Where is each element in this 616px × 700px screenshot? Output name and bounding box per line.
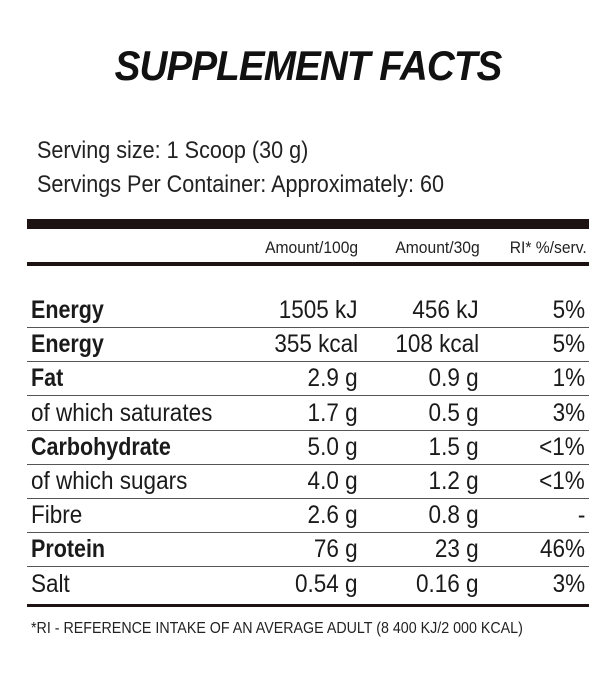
amount-per-30g: 0.16 g [416, 569, 479, 598]
table-row: of which sugars 4.0 g 1.2 g <1% [27, 465, 589, 499]
ri-percent: <1% [539, 467, 585, 495]
ri-percent: 5% [552, 296, 585, 324]
amount-per-100g: 355 kcal [274, 330, 358, 359]
nutrient-name: Salt [31, 569, 70, 598]
amount-per-30g: 1.5 g [428, 432, 479, 461]
ri-percent: 3% [552, 398, 585, 427]
bottom-divider [27, 604, 589, 607]
amount-per-100g: 2.9 g [307, 364, 358, 393]
row-divider [27, 566, 589, 568]
nutrient-name: of which saturates [31, 398, 213, 427]
amount-per-30g: 456 kJ [412, 296, 479, 324]
table-row: Fat 2.9 g 0.9 g 1% [27, 362, 589, 397]
header-amount-30g: Amount/30g [395, 238, 480, 257]
nutrient-name: of which sugars [31, 467, 188, 495]
header-amount-100g: Amount/100g [264, 238, 358, 257]
amount-per-100g: 1.7 g [307, 398, 358, 427]
row-divider [27, 327, 589, 328]
nutrient-name: Energy [31, 330, 104, 359]
ri-percent: 5% [552, 330, 585, 359]
amount-per-30g: 0.8 g [428, 501, 479, 530]
amount-per-100g: 1505 kJ [279, 296, 358, 324]
top-divider [27, 219, 589, 229]
table-row: Protein 76 g 23 g 46% [27, 533, 589, 568]
nutrient-name: Fat [31, 364, 64, 393]
table-row: Energy 355 kcal 108 kcal 5% [27, 328, 589, 363]
nutrient-name: Protein [31, 535, 106, 564]
ri-percent: 1% [552, 364, 585, 393]
servings-per-container: Servings Per Container: Approximately: 6… [37, 171, 445, 198]
ri-percent: <1% [539, 432, 585, 461]
row-divider [27, 429, 589, 431]
row-divider [27, 463, 589, 465]
table-row: of which saturates 1.7 g 0.5 g 3% [27, 397, 589, 431]
amount-per-100g: 2.6 g [307, 501, 358, 530]
table-row: Fibre 2.6 g 0.8 g - [27, 499, 589, 534]
nutrient-name: Energy [31, 296, 104, 324]
row-divider [27, 498, 589, 499]
amount-per-100g: 0.54 g [295, 569, 358, 598]
page-title: SUPPLEMENT FACTS [114, 42, 503, 89]
amount-per-30g: 0.5 g [428, 398, 479, 427]
nutrient-name: Fibre [31, 501, 83, 530]
header-ri-per-serving: RI* %/serv. [509, 238, 587, 257]
amount-per-30g: 23 g [435, 535, 479, 564]
table-row: Energy 1505 kJ 456 kJ 5% [27, 294, 589, 328]
ri-percent: - [577, 501, 585, 530]
table-row: Carbohydrate 5.0 g 1.5 g <1% [27, 431, 589, 465]
row-divider [27, 395, 589, 397]
serving-size: Serving size: 1 Scoop (30 g) [37, 137, 309, 164]
amount-per-30g: 0.9 g [428, 364, 479, 393]
row-divider [27, 361, 589, 363]
amount-per-30g: 1.2 g [428, 467, 479, 495]
amount-per-30g: 108 kcal [395, 330, 479, 359]
amount-per-100g: 5.0 g [307, 432, 358, 461]
ri-percent: 3% [552, 569, 585, 598]
nutrient-name: Carbohydrate [31, 432, 171, 461]
header-divider [27, 262, 589, 266]
amount-per-100g: 76 g [314, 535, 358, 564]
table-row: Salt 0.54 g 0.16 g 3% [27, 568, 589, 602]
ri-percent: 46% [539, 535, 585, 564]
footnote: *RI - REFERENCE INTAKE OF AN AVERAGE ADU… [31, 620, 523, 637]
amount-per-100g: 4.0 g [307, 467, 358, 495]
row-divider [27, 532, 589, 534]
